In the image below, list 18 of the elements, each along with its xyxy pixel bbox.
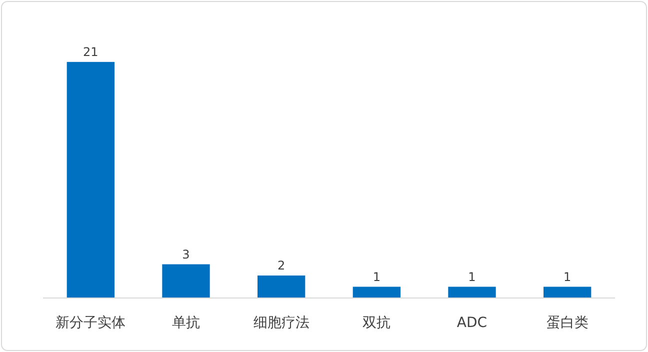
data-label: 21: [83, 44, 98, 59]
x-tick-label: 单抗: [172, 315, 200, 331]
data-label: 1: [564, 270, 572, 284]
bar: [352, 286, 400, 298]
x-tick-label: ADC: [456, 315, 488, 331]
bar: [162, 264, 210, 298]
bar: [448, 286, 496, 298]
bar: [544, 286, 592, 298]
bar: [258, 276, 306, 298]
x-tick-label: 双抗: [362, 315, 391, 331]
data-label: 3: [182, 247, 190, 262]
data-label: 1: [468, 270, 476, 284]
data-label: 1: [372, 270, 380, 284]
x-tick-label: 蛋白类: [546, 315, 588, 331]
x-tick-label: 细胞疗法: [253, 315, 310, 331]
bar: [66, 62, 114, 298]
data-label: 2: [278, 258, 286, 273]
x-tick-label: 新分子实体: [56, 315, 126, 331]
